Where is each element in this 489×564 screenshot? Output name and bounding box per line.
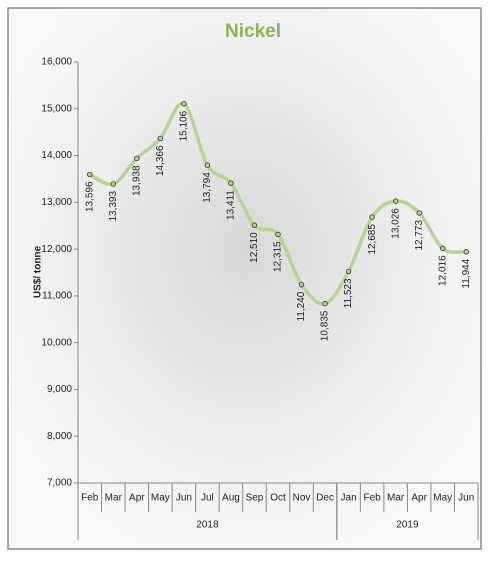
point-marker bbox=[275, 231, 281, 238]
x-tick-label: Aug bbox=[222, 493, 240, 504]
x-tick-label: Mar bbox=[105, 493, 123, 504]
y-tick-label: 11,000 bbox=[42, 291, 72, 302]
point-marker bbox=[369, 214, 375, 220]
point-marker bbox=[392, 198, 399, 204]
x-group-label: 2019 bbox=[396, 520, 419, 531]
point-marker bbox=[181, 101, 187, 107]
x-tick-label: Oct bbox=[270, 493, 286, 504]
x-tick-label: May bbox=[151, 493, 170, 504]
data-label: 12,016 bbox=[437, 255, 448, 286]
y-tick-label: 15,000 bbox=[41, 103, 72, 114]
data-label: 11,523 bbox=[343, 278, 354, 308]
x-tick-label: Feb bbox=[81, 493, 99, 504]
data-label: 12,315 bbox=[273, 241, 284, 272]
x-tick-label: May bbox=[433, 493, 452, 504]
data-label: 13,411 bbox=[226, 190, 237, 220]
x-tick-label: Dec bbox=[316, 493, 334, 504]
y-tick-label: 7,000 bbox=[47, 478, 72, 489]
x-tick-label: Jan bbox=[341, 493, 357, 504]
data-label: 14,366 bbox=[155, 145, 166, 176]
x-tick-label: Apr bbox=[129, 493, 145, 504]
y-tick-label: 8,000 bbox=[47, 431, 72, 442]
chart-frame bbox=[7, 7, 482, 550]
data-label: 13,596 bbox=[84, 181, 95, 212]
point-marker bbox=[322, 300, 328, 307]
point-marker bbox=[345, 268, 352, 275]
data-label: 11,240 bbox=[296, 291, 307, 321]
data-label: 13,794 bbox=[202, 172, 213, 203]
point-marker bbox=[134, 155, 140, 162]
data-label: 13,026 bbox=[390, 208, 401, 239]
y-axis-label: US$/ tonne bbox=[33, 245, 44, 298]
x-tick-label: Mar bbox=[387, 493, 405, 504]
point-marker bbox=[157, 135, 164, 142]
x-tick-label: Feb bbox=[364, 493, 382, 504]
x-tick-label: Jul bbox=[201, 493, 214, 504]
point-marker bbox=[251, 222, 258, 228]
y-tick-label: 13,000 bbox=[41, 197, 72, 208]
y-tick-label: 12,000 bbox=[41, 244, 72, 255]
x-tick-label: Jun bbox=[176, 493, 192, 504]
point-marker bbox=[87, 171, 93, 178]
point-marker bbox=[228, 180, 234, 186]
data-label: 12,510 bbox=[249, 232, 260, 263]
chart-title: Nickel bbox=[225, 21, 281, 42]
x-tick-label: Apr bbox=[411, 493, 427, 504]
y-tick-label: 16,000 bbox=[41, 57, 72, 68]
x-group-label: 2018 bbox=[196, 520, 219, 531]
data-label: 13,393 bbox=[108, 191, 119, 222]
data-label: 10,835 bbox=[320, 310, 331, 341]
data-label: 12,773 bbox=[414, 220, 425, 251]
point-marker bbox=[440, 245, 446, 252]
data-label: 11,944 bbox=[461, 258, 472, 288]
y-tick-label: 10,000 bbox=[41, 337, 72, 348]
point-marker bbox=[416, 210, 422, 216]
point-marker bbox=[204, 162, 211, 168]
data-label: 12,685 bbox=[367, 224, 378, 255]
data-label: 13,938 bbox=[131, 165, 142, 196]
x-tick-label: Nov bbox=[293, 493, 311, 504]
y-tick-label: 9,000 bbox=[47, 384, 72, 395]
y-tick-label: 14,000 bbox=[41, 150, 72, 161]
x-tick-label: Sep bbox=[246, 493, 264, 504]
point-marker bbox=[298, 281, 305, 288]
point-marker bbox=[110, 181, 116, 187]
point-marker bbox=[463, 249, 469, 255]
data-label: 15,106 bbox=[179, 110, 190, 141]
x-tick-label: Jun bbox=[458, 493, 474, 504]
